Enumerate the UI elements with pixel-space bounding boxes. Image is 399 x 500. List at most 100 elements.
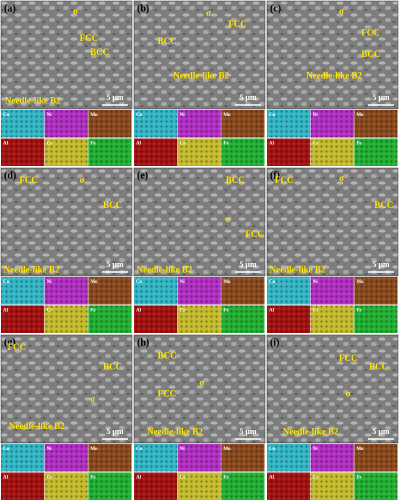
element-label: Al [269, 309, 275, 314]
eds-texture [267, 138, 311, 166]
element-label: Al [136, 476, 142, 481]
phase-annotation: BCC [374, 200, 393, 210]
phase-annotation: FCC [19, 175, 38, 185]
phase-annotation: Needle-like B2 [306, 71, 362, 81]
element-label: Mo [223, 280, 231, 285]
eds-texture [354, 138, 398, 166]
element-label: Ni [313, 113, 319, 118]
element-label: Fe [356, 142, 362, 147]
eds-texture [354, 444, 398, 472]
scale-label: 5 μm [372, 260, 390, 269]
panel: (d) FCC σ BCC Needle-like B2 5 μm Co Ni Mo Al Cr Fe [0, 167, 133, 333]
phase-annotation: Needle-like B2 [283, 426, 339, 436]
sem-image [266, 167, 399, 277]
eds-texture [1, 472, 45, 500]
element-label: Fe [90, 142, 96, 147]
element-label: Cr [47, 309, 54, 314]
panel: (b) σ FCC BCC Needle-like B2 5 μm Co Ni Mo Al Cr Fe [133, 0, 266, 166]
element-label: Cr [180, 309, 187, 314]
scale-label: 5 μm [239, 260, 257, 269]
eds-texture [1, 277, 45, 305]
phase-annotation: Needle-like B2 [9, 421, 65, 431]
element-label: Co [136, 280, 143, 285]
eds-texture [44, 305, 88, 333]
eds-texture [221, 305, 265, 333]
phase-annotation: Needle-like B2 [173, 71, 229, 81]
sem-image [266, 0, 399, 110]
element-label: Co [136, 447, 143, 452]
eds-texture [134, 277, 178, 305]
element-label: Ni [47, 447, 53, 452]
eds-texture [354, 277, 398, 305]
eds-texture [310, 444, 354, 472]
element-label: Al [269, 476, 275, 481]
element-label: Co [269, 280, 276, 285]
eds-texture [267, 305, 311, 333]
eds-texture [1, 138, 45, 166]
scale-label: 5 μm [239, 427, 257, 436]
element-label: Mo [356, 113, 364, 118]
phase-annotation: FCC [80, 33, 99, 43]
phase-annotation: σ [206, 8, 211, 18]
element-label: Al [3, 309, 9, 314]
eds-texture [177, 472, 221, 500]
eds-texture [88, 444, 132, 472]
eds-texture [88, 138, 132, 166]
eds-texture [310, 472, 354, 500]
element-label: Mo [90, 447, 98, 452]
eds-texture [134, 138, 178, 166]
phase-annotation: σ [80, 175, 85, 185]
eds-texture [88, 472, 132, 500]
phase-annotation: FCC [158, 388, 177, 398]
element-label: Mo [356, 280, 364, 285]
phase-annotation: Needle-like B2 [4, 265, 60, 275]
element-label: Cr [313, 476, 320, 481]
phase-annotation: FCC [339, 353, 358, 363]
eds-texture [310, 110, 354, 138]
sem-image [0, 334, 133, 444]
panel-label: (a) [4, 3, 16, 14]
panel-label: (g) [4, 337, 16, 348]
eds-texture [354, 472, 398, 500]
scale-label: 5 μm [372, 427, 390, 436]
element-label: Ni [313, 447, 319, 452]
eds-texture [310, 277, 354, 305]
phase-annotation: σ [73, 6, 78, 16]
phase-annotation: Needle-like B2 [137, 265, 193, 275]
eds-texture [134, 305, 178, 333]
element-label: Al [269, 142, 275, 147]
element-label: Cr [180, 476, 187, 481]
scale-label: 5 μm [106, 93, 124, 102]
element-label: Fe [90, 476, 96, 481]
element-label: Cr [313, 309, 320, 314]
eds-texture [310, 305, 354, 333]
element-label: Co [136, 113, 143, 118]
phase-annotation: BCC [158, 36, 177, 46]
panel: (h) BCC σ FCC Needle-like B2 5 μm Co Ni Mo Al Cr Fe [133, 334, 266, 500]
eds-texture [177, 138, 221, 166]
phase-annotation: σ [226, 214, 231, 224]
eds-texture [88, 277, 132, 305]
panel: (i) FCC σ BCC Needle-like B2 5 μm Co Ni Mo Al Cr Fe [266, 334, 399, 500]
panel-label: (f) [270, 170, 280, 181]
element-label: Mo [223, 447, 231, 452]
element-label: Co [269, 447, 276, 452]
phase-annotation: FCC [8, 342, 27, 352]
sem-image [133, 0, 266, 110]
element-label: Al [3, 142, 9, 147]
eds-texture [221, 444, 265, 472]
eds-texture [267, 110, 311, 138]
scale-label: 5 μm [106, 260, 124, 269]
eds-texture [177, 305, 221, 333]
eds-texture [354, 110, 398, 138]
phase-annotation: σ [200, 378, 205, 388]
element-label: Mo [90, 280, 98, 285]
element-label: Mo [223, 113, 231, 118]
element-label: Fe [223, 142, 229, 147]
eds-texture [267, 277, 311, 305]
phase-annotation: σ [90, 394, 95, 404]
element-label: Co [3, 113, 10, 118]
element-label: Ni [47, 113, 53, 118]
element-label: Co [269, 113, 276, 118]
